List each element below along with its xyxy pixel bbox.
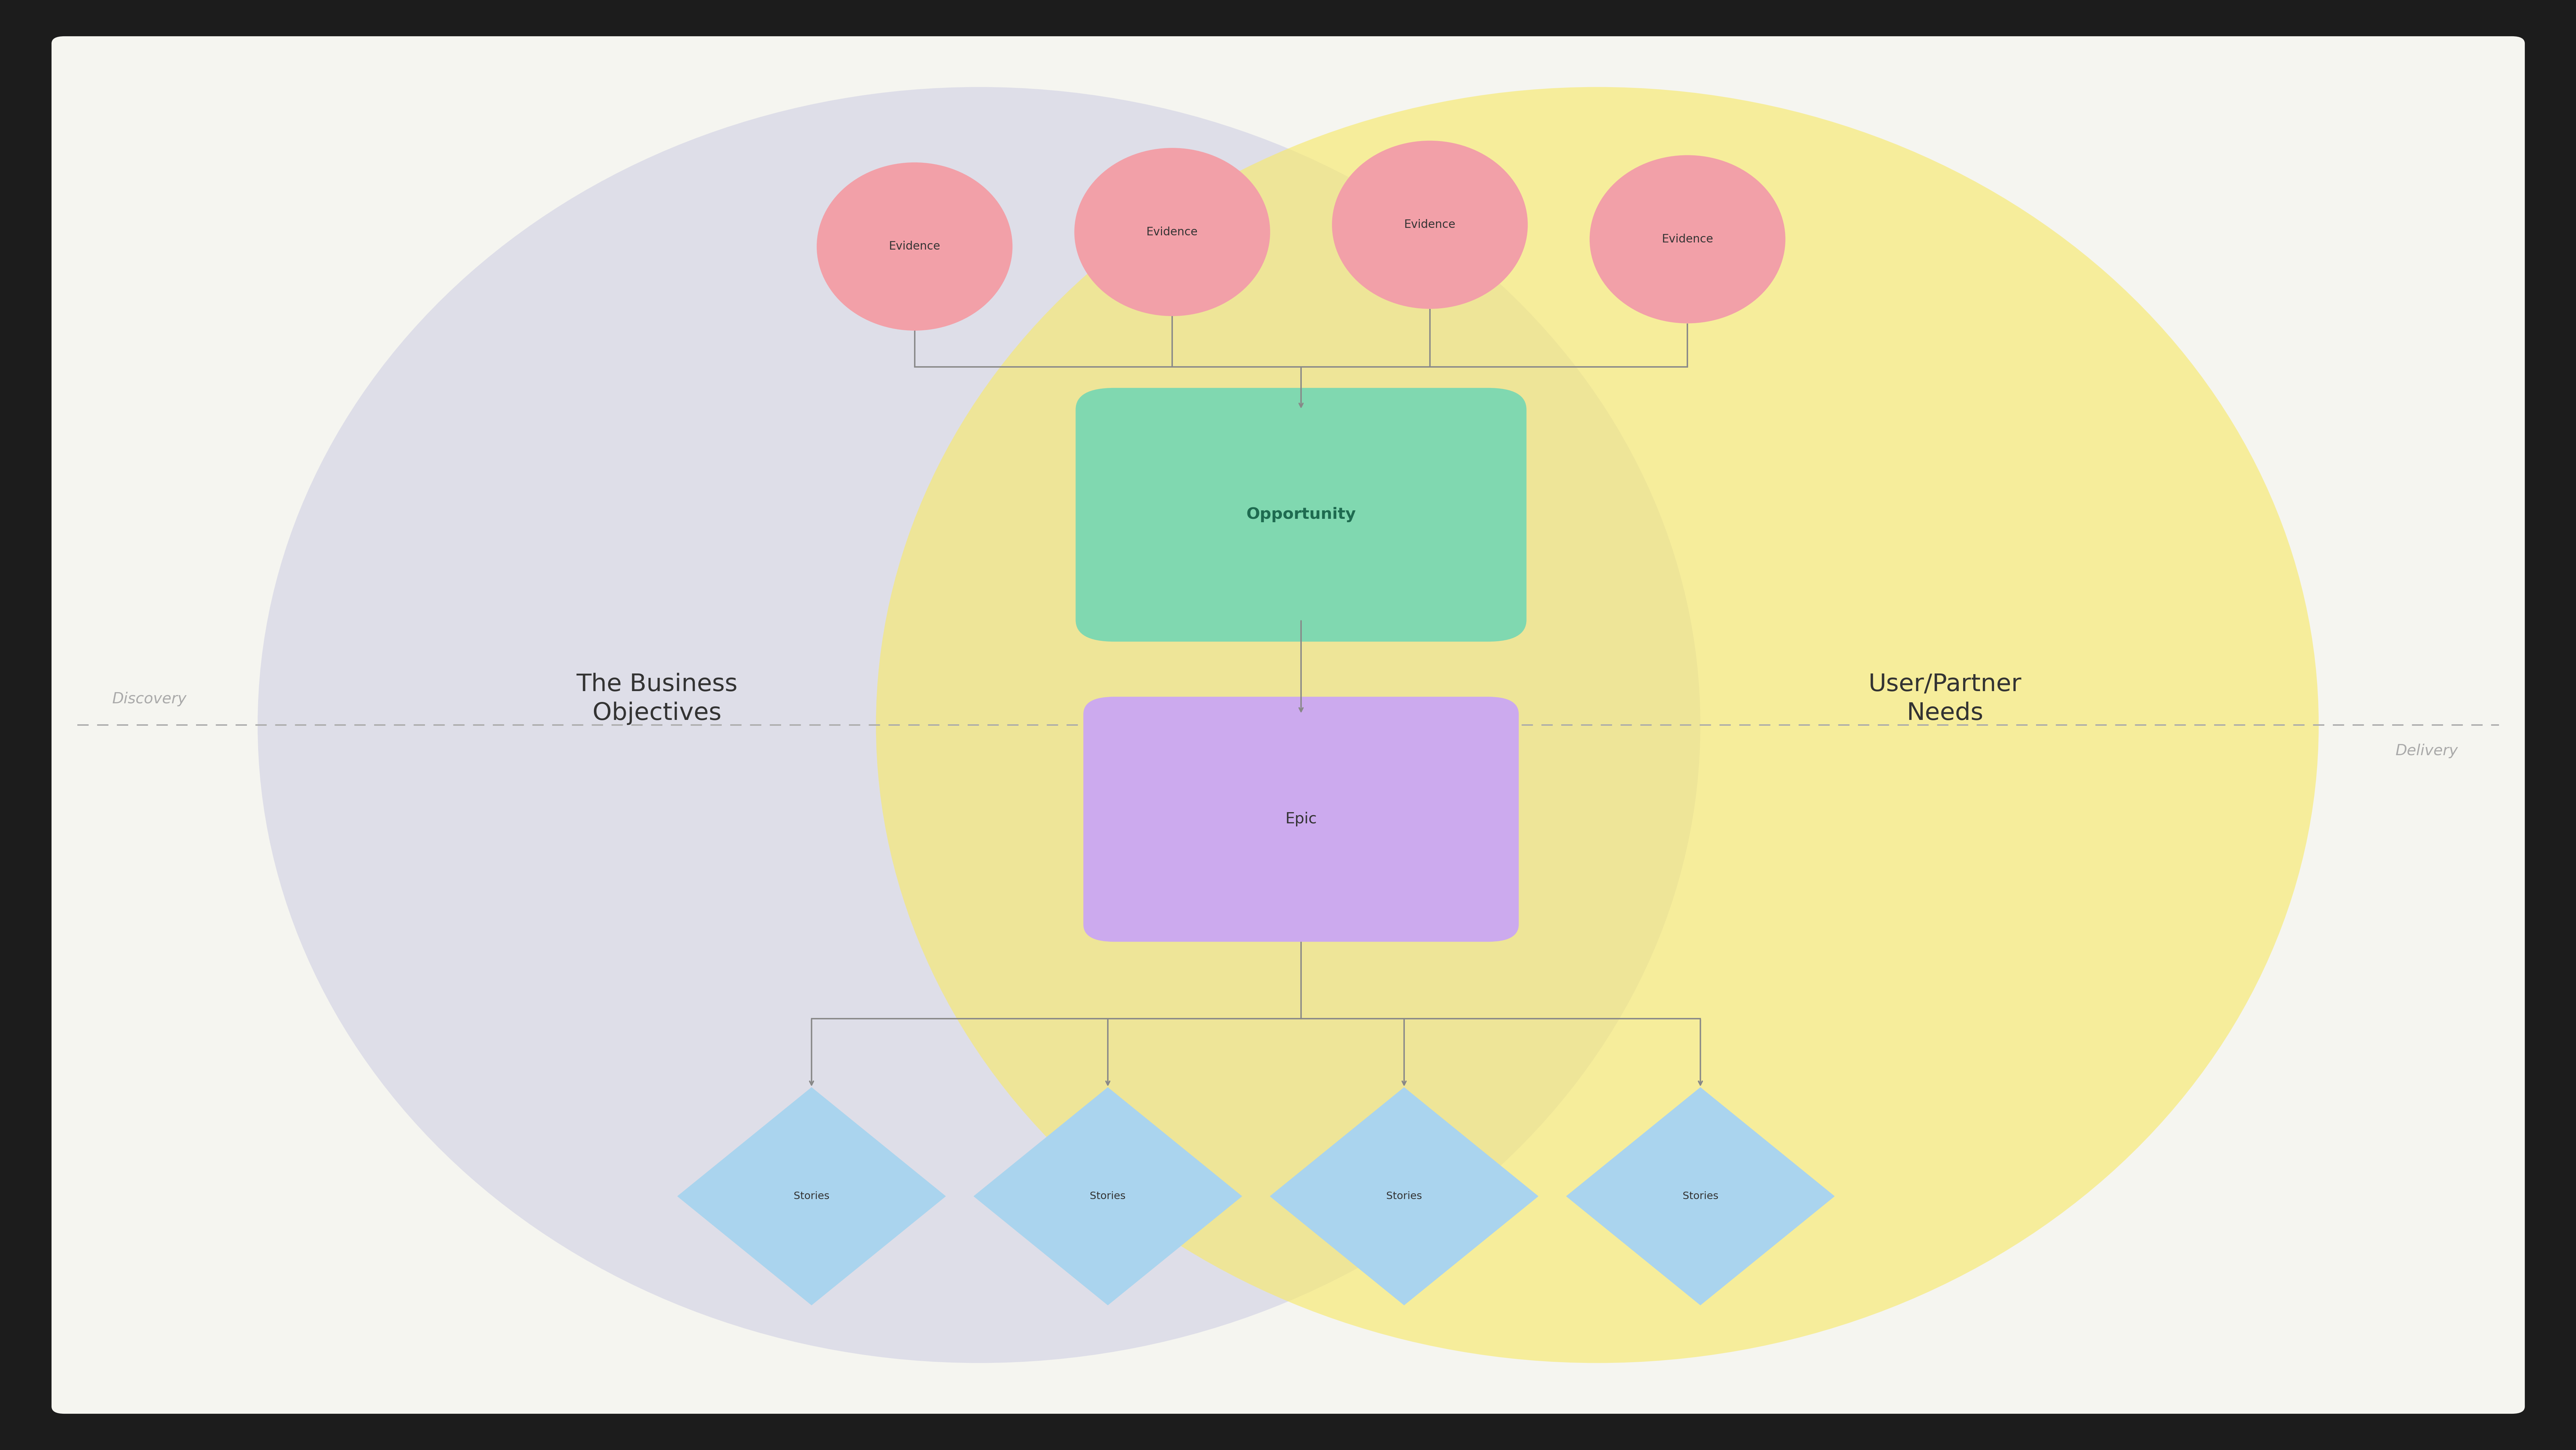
Ellipse shape [258, 87, 1700, 1363]
Text: The Business
Objectives: The Business Objectives [577, 673, 737, 725]
Text: Discovery: Discovery [113, 692, 185, 706]
Polygon shape [677, 1088, 945, 1305]
FancyBboxPatch shape [1082, 696, 1517, 942]
Text: Epic: Epic [1285, 812, 1316, 826]
Polygon shape [1566, 1088, 1834, 1305]
Text: Opportunity: Opportunity [1247, 507, 1355, 522]
Text: Delivery: Delivery [2396, 744, 2458, 758]
Text: Stories: Stories [793, 1192, 829, 1201]
Ellipse shape [876, 87, 2318, 1363]
Text: User/Partner
Needs: User/Partner Needs [1868, 673, 2022, 725]
Text: Evidence: Evidence [1404, 219, 1455, 231]
Ellipse shape [1074, 148, 1270, 316]
Ellipse shape [1332, 141, 1528, 309]
Text: Evidence: Evidence [1146, 226, 1198, 238]
Text: Stories: Stories [1090, 1192, 1126, 1201]
FancyBboxPatch shape [52, 36, 2524, 1414]
Text: Evidence: Evidence [889, 241, 940, 252]
Polygon shape [974, 1088, 1242, 1305]
Ellipse shape [1589, 155, 1785, 323]
Text: Stories: Stories [1682, 1192, 1718, 1201]
FancyBboxPatch shape [1077, 389, 1528, 641]
Polygon shape [1270, 1088, 1538, 1305]
Text: Evidence: Evidence [1662, 233, 1713, 245]
Ellipse shape [817, 162, 1012, 331]
Text: Stories: Stories [1386, 1192, 1422, 1201]
